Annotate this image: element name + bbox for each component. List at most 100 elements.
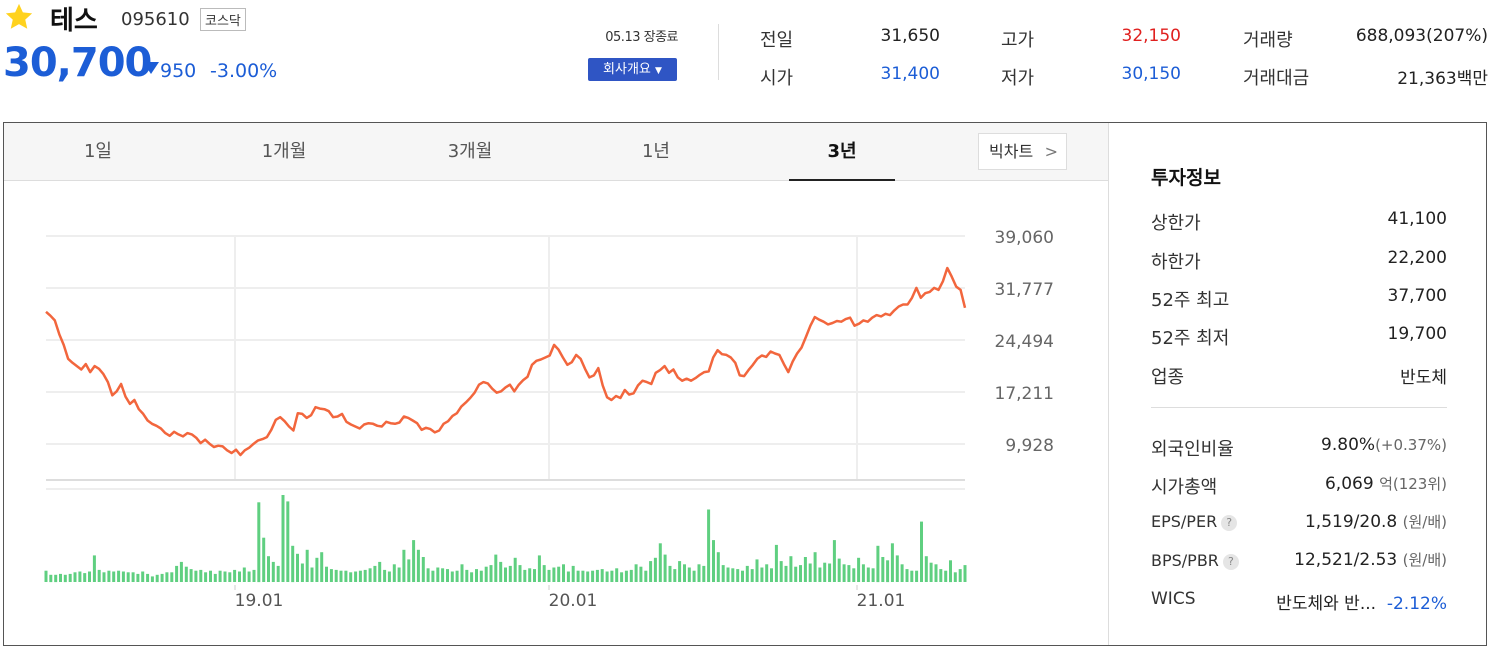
volume-bar <box>49 574 53 583</box>
y-tick-label: 9,928 <box>1005 436 1054 456</box>
high-label: 고가 <box>1001 30 1035 51</box>
volume-bar <box>741 570 744 582</box>
volume-bar <box>736 569 740 582</box>
info-divider <box>1151 407 1447 408</box>
volume-bar <box>808 563 812 582</box>
volume-bar <box>479 570 483 582</box>
market-cap-value: 6,069 억(123위) <box>1325 473 1447 494</box>
info-title: 투자정보 <box>1151 167 1221 189</box>
volume-bar <box>924 556 928 582</box>
favorite-star-icon[interactable] <box>2 2 36 32</box>
volume-bar <box>446 569 449 582</box>
current-price: 30,700 <box>3 40 152 86</box>
tab-3m[interactable]: 3개월 <box>447 141 493 162</box>
open-value: 31,400 <box>880 64 940 84</box>
volume-bar <box>412 540 416 582</box>
chevron-right-icon: > <box>1044 142 1058 161</box>
volume-bar <box>857 557 861 582</box>
volume-bar <box>663 554 667 582</box>
tab-1d[interactable]: 1일 <box>83 141 112 162</box>
volume-bar <box>615 568 619 582</box>
foreign-ratio-label: 외국인비율 <box>1151 439 1234 460</box>
volume-bar <box>755 559 759 582</box>
big-chart-button[interactable]: 빅차트 > <box>978 133 1067 170</box>
x-tick-label: 19.01 <box>235 591 284 611</box>
volume-bar <box>770 568 773 582</box>
volume-bar <box>334 569 338 582</box>
tab-3y[interactable]: 3년 <box>827 141 857 162</box>
volume-bar <box>223 571 227 582</box>
volume-bar <box>847 565 851 582</box>
low-label: 저가 <box>1001 68 1035 89</box>
volume-bar <box>165 572 169 582</box>
volume-bar <box>117 570 121 582</box>
big-chart-label: 빅차트 <box>989 142 1034 161</box>
volume-bar <box>958 569 962 582</box>
tab-1m[interactable]: 1개월 <box>261 141 307 162</box>
volume-bar <box>547 569 551 582</box>
volume-bar <box>953 572 957 582</box>
bps-pbr-unit: (원/배) <box>1402 551 1447 569</box>
volume-bar <box>644 570 648 582</box>
market-cap-label: 시가총액 <box>1151 477 1218 498</box>
low-value: 30,150 <box>1121 64 1181 84</box>
volume-bar <box>97 569 101 582</box>
stock-name: 테스 <box>50 6 98 36</box>
prev-close-label: 전일 <box>760 30 794 51</box>
help-icon[interactable]: ? <box>1222 553 1239 570</box>
tab-1y[interactable]: 1년 <box>641 141 670 162</box>
volume-bar <box>88 571 91 582</box>
volume-bar <box>126 572 130 582</box>
volume-bar <box>300 563 304 582</box>
volume-bar <box>383 569 387 582</box>
eps-per-number: 1,519/20.8 <box>1304 512 1398 532</box>
volume-bar <box>296 553 299 582</box>
volume-bar <box>823 562 827 582</box>
volume-bar <box>639 566 643 582</box>
volume-bar <box>852 568 856 582</box>
sector-value[interactable]: 반도체 <box>1400 368 1447 388</box>
x-tick-label: 21.01 <box>857 591 906 611</box>
market-badge: 코스닥 <box>200 8 246 31</box>
volume-bar <box>339 570 343 582</box>
volume-bar <box>54 574 58 583</box>
volume-bar <box>871 568 875 582</box>
volume-bar <box>803 557 807 582</box>
volume-bar <box>189 569 193 582</box>
wics-value[interactable]: 반도체와 반... -2.12% <box>1276 589 1447 614</box>
volume-bar <box>441 568 445 582</box>
volume-bar <box>465 569 469 582</box>
volume-bar <box>523 569 527 582</box>
volume-bar <box>799 565 802 582</box>
volume-bar <box>436 567 440 582</box>
volume-bar <box>175 565 179 582</box>
volume-value: 688,093(207%) <box>1355 26 1488 46</box>
volume-bar <box>920 521 923 582</box>
volume-bar <box>136 573 140 582</box>
volume-bar <box>963 565 967 582</box>
volume-bar <box>533 569 536 582</box>
volume-bar <box>291 545 295 583</box>
bps-pbr-number: 12,521/2.53 <box>1294 550 1398 570</box>
volume-bar <box>528 568 532 582</box>
volume-bar <box>92 555 96 582</box>
volume-bar <box>557 566 561 582</box>
volume-bar <box>305 549 309 582</box>
volume-bar <box>238 571 241 582</box>
volume-bar <box>828 563 832 582</box>
volume-bar <box>508 565 512 582</box>
volume-bar <box>716 552 720 582</box>
week52-high-value: 37,700 <box>1387 286 1447 306</box>
volume-bar <box>605 571 609 582</box>
volume-bar <box>794 566 798 582</box>
stock-code: 095610 <box>121 9 190 30</box>
volume-bar <box>402 549 406 582</box>
volume-bar <box>320 552 324 582</box>
company-overview-button[interactable]: 회사개요 ▼ <box>588 58 677 81</box>
help-icon[interactable]: ? <box>1221 514 1238 531</box>
volume-bar <box>102 572 106 582</box>
prev-close-value: 31,650 <box>880 26 940 46</box>
volume-bar <box>233 569 237 582</box>
volume-bar <box>687 567 691 582</box>
bps-pbr-text: BPS/PBR <box>1151 551 1219 570</box>
